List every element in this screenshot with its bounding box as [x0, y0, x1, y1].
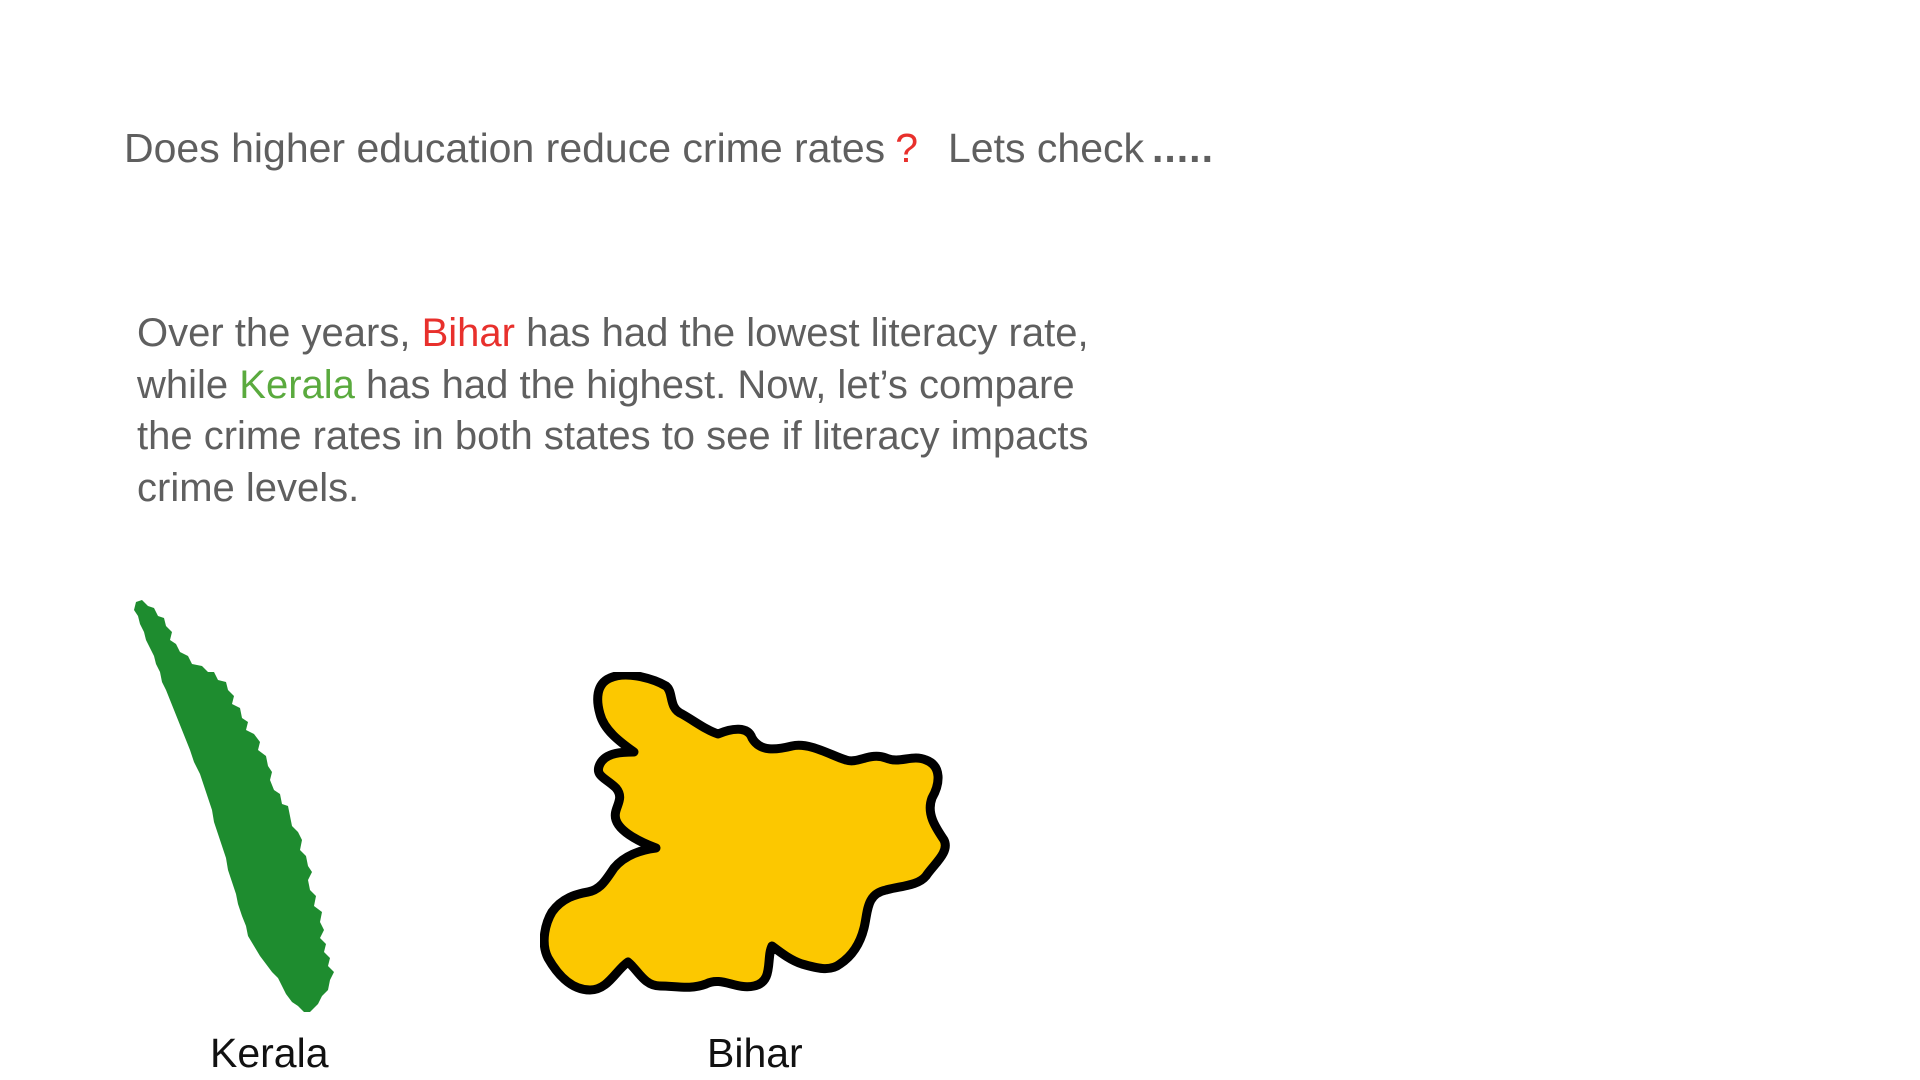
kerala-label: Kerala: [210, 1030, 329, 1076]
body-part-1: Over the years,: [137, 311, 422, 355]
body-paragraph: Over the years, Bihar has had the lowest…: [137, 308, 1097, 514]
body-part-2: has had the lowest literacy rate, while: [137, 311, 1089, 407]
bihar-shape: [540, 672, 950, 995]
title-check: Lets check: [948, 125, 1144, 171]
slide-title: Does higher education reduce crime rates…: [124, 124, 1214, 173]
title-question: Does higher education reduce crime rates: [124, 125, 886, 171]
bihar-label: Bihar: [707, 1030, 803, 1076]
body-part-3: has had the highest. Now, let’s compare …: [137, 362, 1089, 510]
title-question-mark: ?: [895, 125, 918, 171]
highlight-bihar: Bihar: [421, 311, 515, 355]
kerala-shape: [134, 600, 334, 1012]
bihar-map: [540, 672, 950, 995]
title-dots: .....: [1152, 125, 1214, 171]
highlight-kerala: Kerala: [239, 362, 355, 407]
kerala-map: [134, 600, 334, 1012]
